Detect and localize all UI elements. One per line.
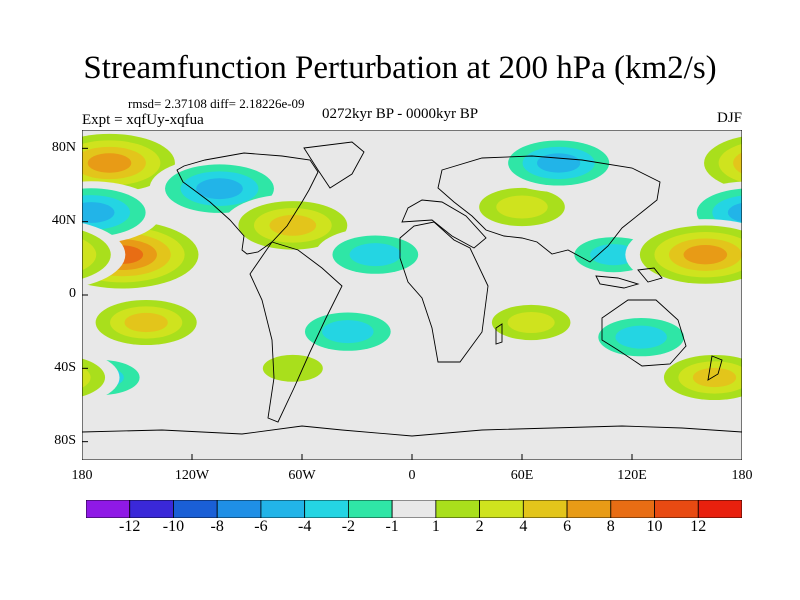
contour-asian-low-2 — [590, 244, 638, 266]
colorbar-swatch — [86, 500, 131, 518]
stats-label: rmsd= 2.37108 diff= 2.18226e-09 — [128, 96, 305, 111]
contour-s-pacific-high-3 — [124, 312, 168, 333]
lat-label-80n: 80N — [51, 140, 76, 155]
colorbar — [86, 500, 742, 518]
colorbar-swatch — [391, 500, 437, 518]
lat-label-80s: 80S — [54, 433, 76, 448]
colorbar-label: 4 — [519, 518, 528, 535]
contour-eurasian-high-2 — [496, 195, 548, 219]
lat-label-40n: 40N — [51, 213, 76, 228]
lat-label-40s: 40S — [54, 360, 76, 375]
contour-e-pacific-low-3 — [727, 202, 742, 223]
lat-label-eq: 0 — [69, 286, 76, 301]
contour-e-pacific-low-3 — [82, 202, 115, 223]
experiment-label: Expt = xqfUy-xqfua — [82, 112, 204, 128]
contour-s-atlantic-low-2 — [322, 320, 374, 344]
contour-arctic-pacific-high-3 — [733, 152, 742, 174]
contour-tasman-high-3 — [692, 367, 737, 388]
contour-arctic-eurasia-low-3 — [537, 153, 581, 173]
contour-arctic-pacific-high-2 — [718, 143, 742, 183]
contour-arctic-pacific-high-4 — [87, 153, 132, 173]
colorbar-label: 6 — [563, 518, 572, 535]
colorbar-swatch — [435, 500, 481, 518]
colorbar-label: -2 — [341, 518, 356, 535]
colorbar-swatch — [697, 500, 742, 518]
contour-se-pacific-high-1 — [262, 354, 323, 382]
colorbar-label: 8 — [606, 518, 615, 535]
lon-label-0: 0 — [408, 468, 416, 483]
lon-label-120w: 120W — [174, 468, 210, 483]
contour-map — [82, 130, 742, 460]
colorbar-label: 12 — [690, 518, 707, 535]
colorbar-swatch — [610, 500, 655, 518]
colorbar-swatch — [129, 500, 174, 518]
colorbar-label: -1 — [385, 518, 399, 535]
lon-label-60e: 60E — [510, 468, 534, 483]
colorbar-label: -12 — [119, 518, 141, 535]
colorbar-label: -6 — [254, 518, 268, 535]
contour-australia-low-2 — [615, 325, 667, 349]
contour-n-america-low-3 — [196, 178, 243, 200]
contour-w-pacific-high-1 — [82, 230, 111, 279]
axis-ticks — [82, 147, 742, 460]
map-title: Streamfunction Perturbation at 200 hPa (… — [83, 50, 717, 86]
colorbar-swatch — [260, 500, 306, 518]
contour-indian-ocean-high-2 — [507, 311, 555, 334]
colorbar-swatch — [654, 500, 699, 518]
lon-label-60w: 60W — [288, 468, 316, 483]
period-label: 0272kyr BP - 0000kyr BP — [322, 106, 479, 122]
season-label: DJF — [716, 110, 742, 126]
lon-label-120e: 120E — [617, 468, 647, 483]
colorbar-swatch — [479, 500, 524, 518]
contour-w-pacific-high-4 — [683, 244, 728, 265]
colorbar-label: 1 — [431, 518, 440, 535]
colorbar-swatch — [347, 500, 393, 518]
colorbar-label: -10 — [162, 518, 185, 535]
colorbar-swatch — [522, 500, 568, 518]
colorbar-label: -8 — [210, 518, 224, 535]
lon-label-180w: 180 — [71, 468, 93, 483]
contour-atlantic-africa-low-2 — [349, 243, 402, 267]
colorbar-label: 2 — [475, 518, 484, 535]
contour-tasman-high-2 — [82, 367, 91, 388]
colorbar-swatch — [304, 500, 349, 518]
colorbar-swatch — [216, 500, 262, 518]
coastlines — [82, 141, 742, 437]
lon-label-180e: 180 — [731, 468, 753, 483]
contour-atlantic-high-3 — [269, 214, 317, 236]
colorbar-swatch — [566, 500, 612, 518]
colorbar-swatch — [173, 500, 218, 518]
colorbar-label: -4 — [297, 518, 312, 535]
contour-w-pacific-high-2 — [82, 238, 97, 271]
colorbar-label: 10 — [646, 518, 663, 535]
contour-field — [82, 130, 742, 407]
